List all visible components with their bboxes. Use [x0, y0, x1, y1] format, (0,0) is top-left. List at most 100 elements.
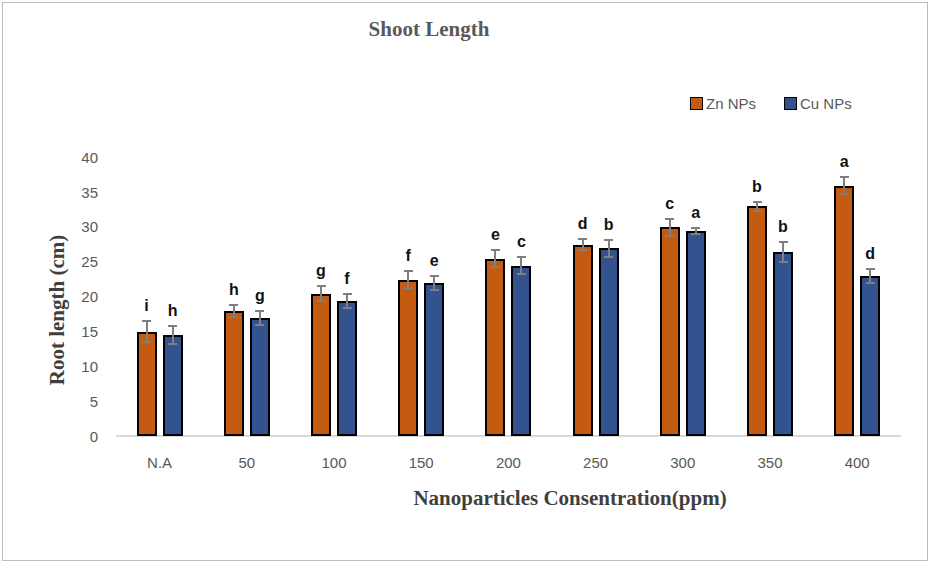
bar-zn-nps	[747, 206, 767, 436]
y-tick-label: 35	[52, 184, 98, 202]
error-bar-line	[782, 242, 784, 262]
error-bar-cap-bottom	[866, 282, 875, 284]
error-bar-cap-top	[578, 238, 587, 240]
significance-letter: d	[855, 244, 885, 264]
y-tick-label: 20	[52, 288, 98, 306]
significance-letter: e	[419, 251, 449, 271]
error-bar-line	[433, 276, 435, 290]
legend-item-zn-nps: Zn NPs	[690, 95, 756, 112]
error-bar-cap-top	[255, 310, 264, 312]
bar-cu-nps	[163, 335, 183, 436]
bar-cu-nps	[599, 248, 619, 436]
x-tick-label: N.A	[125, 454, 195, 471]
error-bar-cap-bottom	[604, 256, 613, 258]
significance-letter: a	[829, 152, 859, 172]
y-tick-label: 25	[52, 253, 98, 271]
legend: Zn NPs Cu NPs	[690, 95, 852, 112]
bar-zn-nps	[573, 245, 593, 437]
error-bar-cap-top	[430, 275, 439, 277]
legend-swatch-zn-icon	[690, 97, 703, 110]
error-bar-line	[146, 321, 148, 342]
legend-label-cu: Cu NPs	[800, 95, 852, 112]
error-bar-cap-top	[866, 268, 875, 270]
error-bar-cap-top	[142, 320, 151, 322]
error-bar-cap-bottom	[430, 289, 439, 291]
y-tick-label: 5	[52, 393, 98, 411]
x-tick-label: 250	[561, 454, 631, 471]
bar-zn-nps	[660, 227, 680, 436]
error-bar-cap-top	[168, 325, 177, 327]
error-bar-cap-bottom	[317, 300, 326, 302]
chart-canvas: Shoot Length Zn NPs Cu NPs Root length (…	[0, 0, 930, 563]
error-bar-cap-top	[604, 239, 613, 241]
error-bar-cap-bottom	[168, 343, 177, 345]
error-bar-cap-top	[691, 227, 700, 229]
significance-letter: f	[332, 269, 362, 289]
significance-letter: b	[768, 217, 798, 237]
x-axis-title: Nanoparticles Consentration(ppm)	[370, 486, 770, 511]
error-bar-cap-bottom	[779, 261, 788, 263]
bar-cu-nps	[686, 231, 706, 437]
x-tick-label: 100	[299, 454, 369, 471]
error-bar-line	[346, 294, 348, 308]
y-tick-label: 0	[52, 428, 98, 446]
error-bar-cap-bottom	[691, 233, 700, 235]
error-bar-cap-top	[665, 218, 674, 220]
significance-letter: c	[506, 232, 536, 252]
legend-item-cu-nps: Cu NPs	[784, 95, 852, 112]
bar-cu-nps	[250, 318, 270, 436]
significance-letter: a	[681, 203, 711, 223]
error-bar-line	[407, 271, 409, 288]
bar-zn-nps	[224, 311, 244, 436]
error-bar-cap-top	[404, 270, 413, 272]
error-bar-line	[520, 257, 522, 274]
bar-cu-nps	[511, 266, 531, 437]
legend-label-zn: Zn NPs	[706, 95, 756, 112]
error-bar-line	[669, 219, 671, 236]
error-bar-cap-bottom	[840, 193, 849, 195]
bar-zn-nps	[834, 186, 854, 437]
error-bar-cap-top	[317, 285, 326, 287]
chart-title: Shoot Length	[0, 17, 858, 42]
significance-letter: g	[245, 286, 275, 306]
error-bar-cap-top	[779, 241, 788, 243]
significance-letter: b	[742, 177, 772, 197]
error-bar-line	[608, 240, 610, 257]
error-bar-cap-bottom	[578, 249, 587, 251]
significance-letter: b	[594, 215, 624, 235]
y-tick-label: 40	[52, 149, 98, 167]
error-bar-cap-bottom	[343, 307, 352, 309]
y-tick-label: 15	[52, 323, 98, 341]
error-bar-cap-bottom	[753, 210, 762, 212]
bar-zn-nps	[311, 294, 331, 437]
x-tick-label: 200	[473, 454, 543, 471]
x-tick-label: 350	[735, 454, 805, 471]
error-bar-cap-bottom	[229, 316, 238, 318]
bar-zn-nps	[398, 280, 418, 437]
bar-cu-nps	[773, 252, 793, 437]
bar-zn-nps	[137, 332, 157, 437]
bar-cu-nps	[860, 276, 880, 436]
error-bar-cap-top	[840, 176, 849, 178]
error-bar-cap-top	[517, 256, 526, 258]
error-bar-cap-top	[491, 249, 500, 251]
error-bar-line	[259, 311, 261, 325]
error-bar-cap-bottom	[142, 341, 151, 343]
error-bar-cap-top	[343, 293, 352, 295]
legend-swatch-cu-icon	[784, 97, 797, 110]
bar-cu-nps	[424, 283, 444, 436]
error-bar-line	[843, 177, 845, 194]
error-bar-cap-bottom	[665, 235, 674, 237]
bar-zn-nps	[485, 259, 505, 437]
error-bar-cap-bottom	[255, 324, 264, 326]
x-tick-label: 400	[822, 454, 892, 471]
error-bar-line	[869, 269, 871, 283]
error-bar-cap-top	[229, 304, 238, 306]
error-bar-line	[494, 250, 496, 267]
significance-letter: h	[158, 301, 188, 321]
bar-cu-nps	[337, 301, 357, 437]
x-tick-label: 300	[648, 454, 718, 471]
y-tick-label: 10	[52, 358, 98, 376]
x-tick-label: 150	[386, 454, 456, 471]
error-bar-cap-bottom	[491, 266, 500, 268]
